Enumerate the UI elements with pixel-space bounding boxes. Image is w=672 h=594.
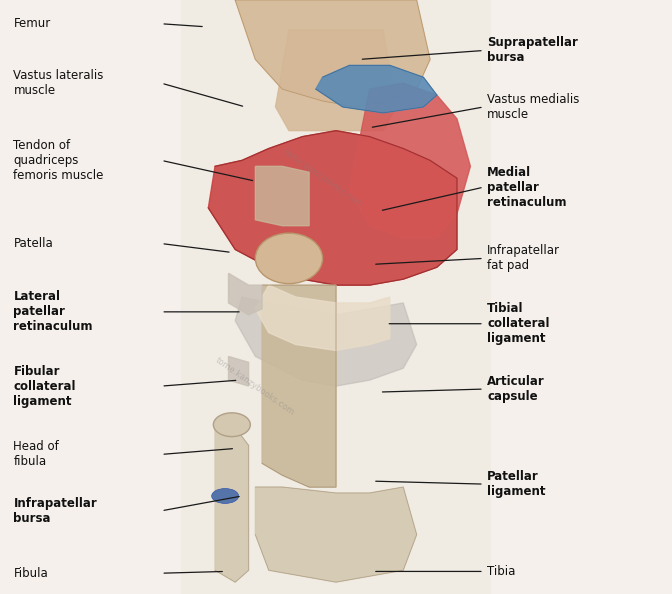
Text: Medial
patellar
retinaculum: Medial patellar retinaculum [487,166,566,208]
Polygon shape [255,285,390,350]
Polygon shape [235,0,430,107]
Text: Vastus lateralis
muscle: Vastus lateralis muscle [13,69,103,97]
Text: Vastus medialis
muscle: Vastus medialis muscle [487,93,579,121]
Polygon shape [235,297,417,386]
Text: Infrapatellar
fat pad: Infrapatellar fat pad [487,244,560,273]
FancyBboxPatch shape [181,0,491,594]
Text: Patellar
ligament: Patellar ligament [487,470,546,498]
Ellipse shape [213,413,250,437]
Text: tome.kanzybooks.com: tome.kanzybooks.com [282,147,364,209]
Text: Lateral
patellar
retinaculum: Lateral patellar retinaculum [13,290,93,333]
Text: Fibular
collateral
ligament: Fibular collateral ligament [13,365,76,407]
Polygon shape [316,65,437,113]
Text: Tibial
collateral
ligament: Tibial collateral ligament [487,302,550,345]
Text: Femur: Femur [13,17,50,30]
Ellipse shape [255,233,323,284]
Text: Articular
capsule: Articular capsule [487,375,545,403]
Polygon shape [262,285,336,487]
Polygon shape [215,428,249,582]
Text: tome.kanzybooks.com: tome.kanzybooks.com [214,355,296,417]
Text: Infrapatellar
bursa: Infrapatellar bursa [13,497,97,525]
Polygon shape [208,131,457,285]
Polygon shape [255,487,417,582]
Text: Head of
fibula: Head of fibula [13,440,59,469]
Text: Tendon of
quadriceps
femoris muscle: Tendon of quadriceps femoris muscle [13,139,103,182]
Polygon shape [228,273,262,315]
Text: Tibia: Tibia [487,565,515,578]
Polygon shape [276,30,396,131]
Polygon shape [228,356,249,386]
Polygon shape [349,83,470,238]
Text: Patella: Patella [13,237,53,250]
Text: Fibula: Fibula [13,567,48,580]
Text: Suprapatellar
bursa: Suprapatellar bursa [487,36,578,65]
Polygon shape [255,166,309,226]
Ellipse shape [212,488,239,504]
